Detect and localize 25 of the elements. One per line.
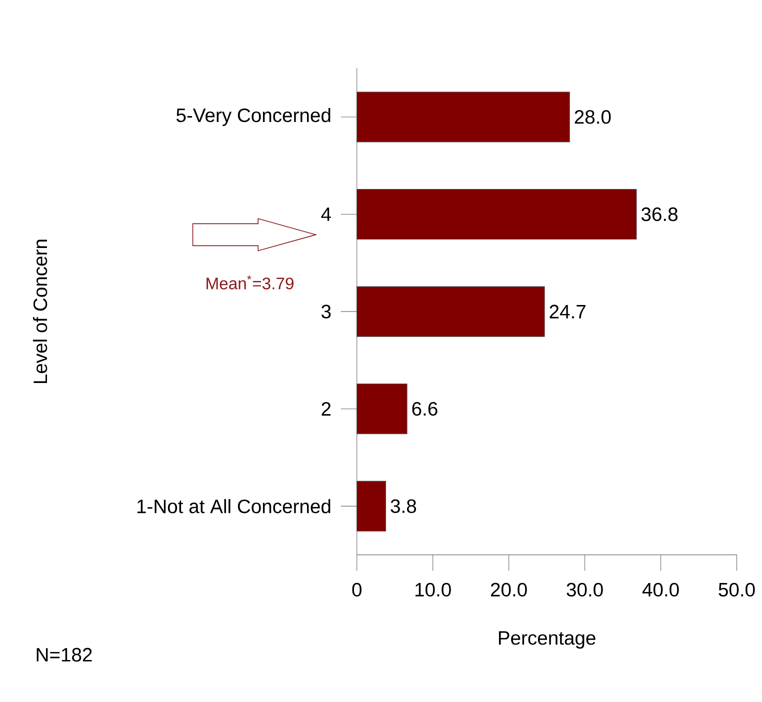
bar: [356, 384, 408, 434]
y-axis-title: Level of Concern: [32, 240, 48, 384]
y-tick-label: 2: [322, 402, 331, 416]
x-tick-label: 40.0: [642, 582, 679, 597]
bar: [356, 189, 637, 240]
text: N=182: [36, 648, 92, 662]
x-tick-label: 20.0: [491, 582, 527, 597]
data-label: 6.6: [412, 402, 438, 416]
x-tick-label: 10.0: [416, 582, 451, 597]
y-tick-label: 1-Not at All Concerned: [137, 499, 330, 514]
data-label: 24.7: [550, 304, 586, 318]
data-label: 28.0: [574, 110, 611, 124]
bar: [356, 481, 386, 532]
text: Mean$^{*}$=3.79: [206, 275, 294, 290]
x-tick-label: 50.0: [718, 582, 755, 597]
bar: [356, 92, 570, 142]
bar: [356, 286, 545, 337]
x-axis-title: Percentage: [498, 631, 596, 649]
x-tick-label: 30.0: [566, 582, 603, 597]
data-label: 3.8: [390, 499, 416, 514]
y-tick-label: 5-Very Concerned: [176, 108, 330, 126]
y-tick-label: 4: [321, 208, 331, 222]
data-label: 36.8: [641, 208, 678, 222]
x-tick-label: 0: [352, 582, 362, 597]
y-tick-label: 3: [321, 304, 331, 319]
